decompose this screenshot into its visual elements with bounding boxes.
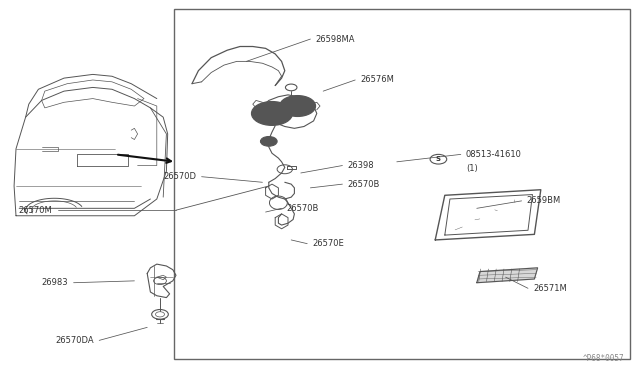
Circle shape (252, 102, 292, 125)
Circle shape (260, 137, 277, 146)
Text: 26571M: 26571M (533, 284, 567, 293)
Text: 26570DA: 26570DA (56, 336, 94, 345)
Text: 26570B: 26570B (287, 204, 319, 213)
Text: 26570D: 26570D (163, 172, 196, 181)
Text: 26598MA: 26598MA (316, 35, 355, 44)
Circle shape (280, 96, 316, 116)
Text: 26570E: 26570E (312, 239, 344, 248)
Text: 2659BM: 2659BM (527, 196, 561, 205)
Text: 26570M: 26570M (19, 206, 52, 215)
Text: ^P68*0057: ^P68*0057 (582, 354, 624, 363)
Text: (1): (1) (466, 164, 477, 173)
Polygon shape (477, 268, 538, 283)
Text: 08513-41610: 08513-41610 (466, 150, 522, 159)
Text: 26576M: 26576M (360, 76, 394, 84)
Text: 26983: 26983 (42, 278, 68, 287)
Text: 26570B: 26570B (348, 180, 380, 189)
Text: 26398: 26398 (348, 161, 374, 170)
Bar (174, 9, 630, 359)
Text: S: S (436, 156, 441, 162)
